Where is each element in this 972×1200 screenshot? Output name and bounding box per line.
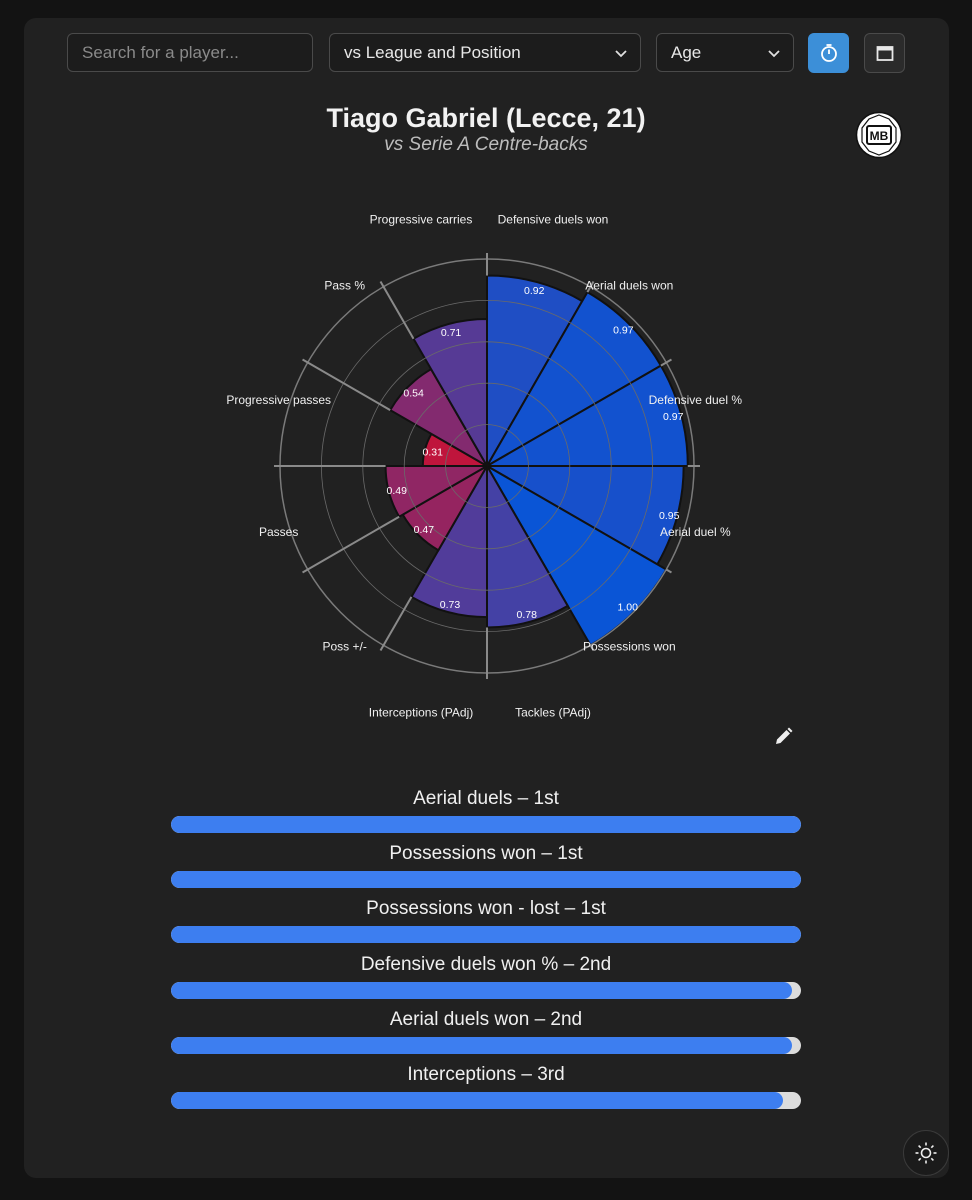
category-label: Possessions won bbox=[583, 639, 676, 653]
value-label: 0.97 bbox=[663, 411, 684, 423]
value-label: 0.71 bbox=[441, 327, 462, 339]
spoke-line bbox=[379, 281, 415, 340]
polar-bar-chart: 0.92 Defensive duels won 0.97 Aerial duels … bbox=[226, 213, 743, 720]
category-label: Poss +/- bbox=[323, 639, 367, 653]
value-label: 0.78 bbox=[516, 609, 537, 621]
grid-circle bbox=[403, 382, 571, 550]
value-label: 0.92 bbox=[524, 285, 545, 297]
ranking-bar-fill bbox=[171, 871, 801, 889]
value-label: 1.00 bbox=[617, 602, 638, 614]
pencil-icon[interactable] bbox=[772, 726, 794, 748]
ranking-label: Possessions won – 1st bbox=[389, 843, 583, 865]
spoke-line bbox=[302, 515, 400, 574]
value-label: 0.54 bbox=[403, 388, 424, 400]
ranking-bar-fill bbox=[171, 981, 792, 999]
category-label: Defensive duel % bbox=[649, 393, 743, 407]
spoke-line bbox=[665, 568, 672, 574]
ranking-bar-fill bbox=[171, 1036, 792, 1054]
ranking-bar-track bbox=[171, 1092, 801, 1109]
spoke-line bbox=[660, 358, 672, 367]
chart-title: Tiago Gabriel (Lecce, 21) bbox=[326, 103, 646, 133]
ranking-bar-fill bbox=[171, 926, 801, 944]
ranking-label: Possessions won - lost – 1st bbox=[366, 898, 606, 920]
player-search-input[interactable] bbox=[67, 33, 313, 72]
category-label: Pass % bbox=[324, 279, 365, 293]
stopwatch-icon bbox=[820, 44, 837, 62]
sun-icon bbox=[915, 1142, 937, 1164]
ranking-label: Defensive duels won % – 2nd bbox=[360, 953, 612, 975]
ranking-bar-track bbox=[171, 926, 801, 944]
category-label: Progressive passes bbox=[226, 393, 331, 407]
value-label: 0.49 bbox=[387, 485, 408, 497]
chevron-down-icon bbox=[768, 50, 780, 58]
ranking-label: Aerial duels – 1st bbox=[413, 788, 559, 809]
ranking-bar-track bbox=[171, 816, 801, 833]
category-label: Passes bbox=[259, 525, 298, 539]
value-label: 0.73 bbox=[440, 599, 461, 611]
theme-toggle-button[interactable] bbox=[903, 1130, 949, 1176]
calendar-button[interactable] bbox=[864, 33, 905, 73]
chart-subtitle: vs Serie A Centre-backs bbox=[384, 134, 588, 155]
bar-segment bbox=[410, 462, 488, 619]
category-label: Interceptions (PAdj) bbox=[369, 705, 474, 719]
logo-text: MB bbox=[870, 129, 889, 143]
value-label: 0.95 bbox=[659, 510, 680, 522]
category-label: Defensive duels won bbox=[498, 213, 609, 227]
ranking-bar-fill bbox=[171, 816, 801, 833]
category-label: Aerial duel % bbox=[660, 525, 731, 539]
ranking-bar-track bbox=[171, 871, 801, 889]
mb-logo: MB bbox=[855, 111, 903, 159]
bar-segment bbox=[483, 364, 689, 467]
spoke-line bbox=[302, 358, 391, 411]
comparison-select[interactable]: vs League and Position bbox=[329, 33, 641, 72]
age-select[interactable]: Age bbox=[656, 33, 794, 72]
bar-segment bbox=[483, 465, 685, 566]
spoke-line bbox=[589, 644, 595, 651]
stopwatch-button[interactable] bbox=[808, 33, 849, 73]
value-label: 0.97 bbox=[613, 325, 634, 337]
grid-circle bbox=[445, 424, 529, 508]
ranking-bar-track bbox=[171, 1036, 801, 1054]
comparison-select-value: vs League and Position bbox=[344, 42, 521, 62]
bar-segment bbox=[484, 290, 663, 469]
category-label: Tackles (PAdj) bbox=[515, 705, 591, 719]
bar-segment bbox=[486, 274, 584, 470]
bar-segment bbox=[486, 462, 570, 629]
value-label: 0.47 bbox=[414, 524, 435, 536]
chevron-down-icon bbox=[615, 50, 627, 58]
ranking-bar-track bbox=[171, 981, 801, 999]
ranking-bar-fill bbox=[171, 1092, 784, 1109]
ranking-label: Aerial duels won – 2nd bbox=[389, 1008, 583, 1030]
spoke-line bbox=[379, 596, 413, 651]
ranking-label: Interceptions – 3rd bbox=[407, 1064, 565, 1085]
category-label: Aerial duels won bbox=[585, 279, 673, 293]
spoke-line bbox=[586, 281, 595, 293]
value-label: 0.31 bbox=[423, 446, 444, 458]
category-label: Progressive carries bbox=[370, 213, 473, 227]
age-select-value: Age bbox=[671, 42, 702, 62]
calendar-icon bbox=[876, 46, 893, 61]
